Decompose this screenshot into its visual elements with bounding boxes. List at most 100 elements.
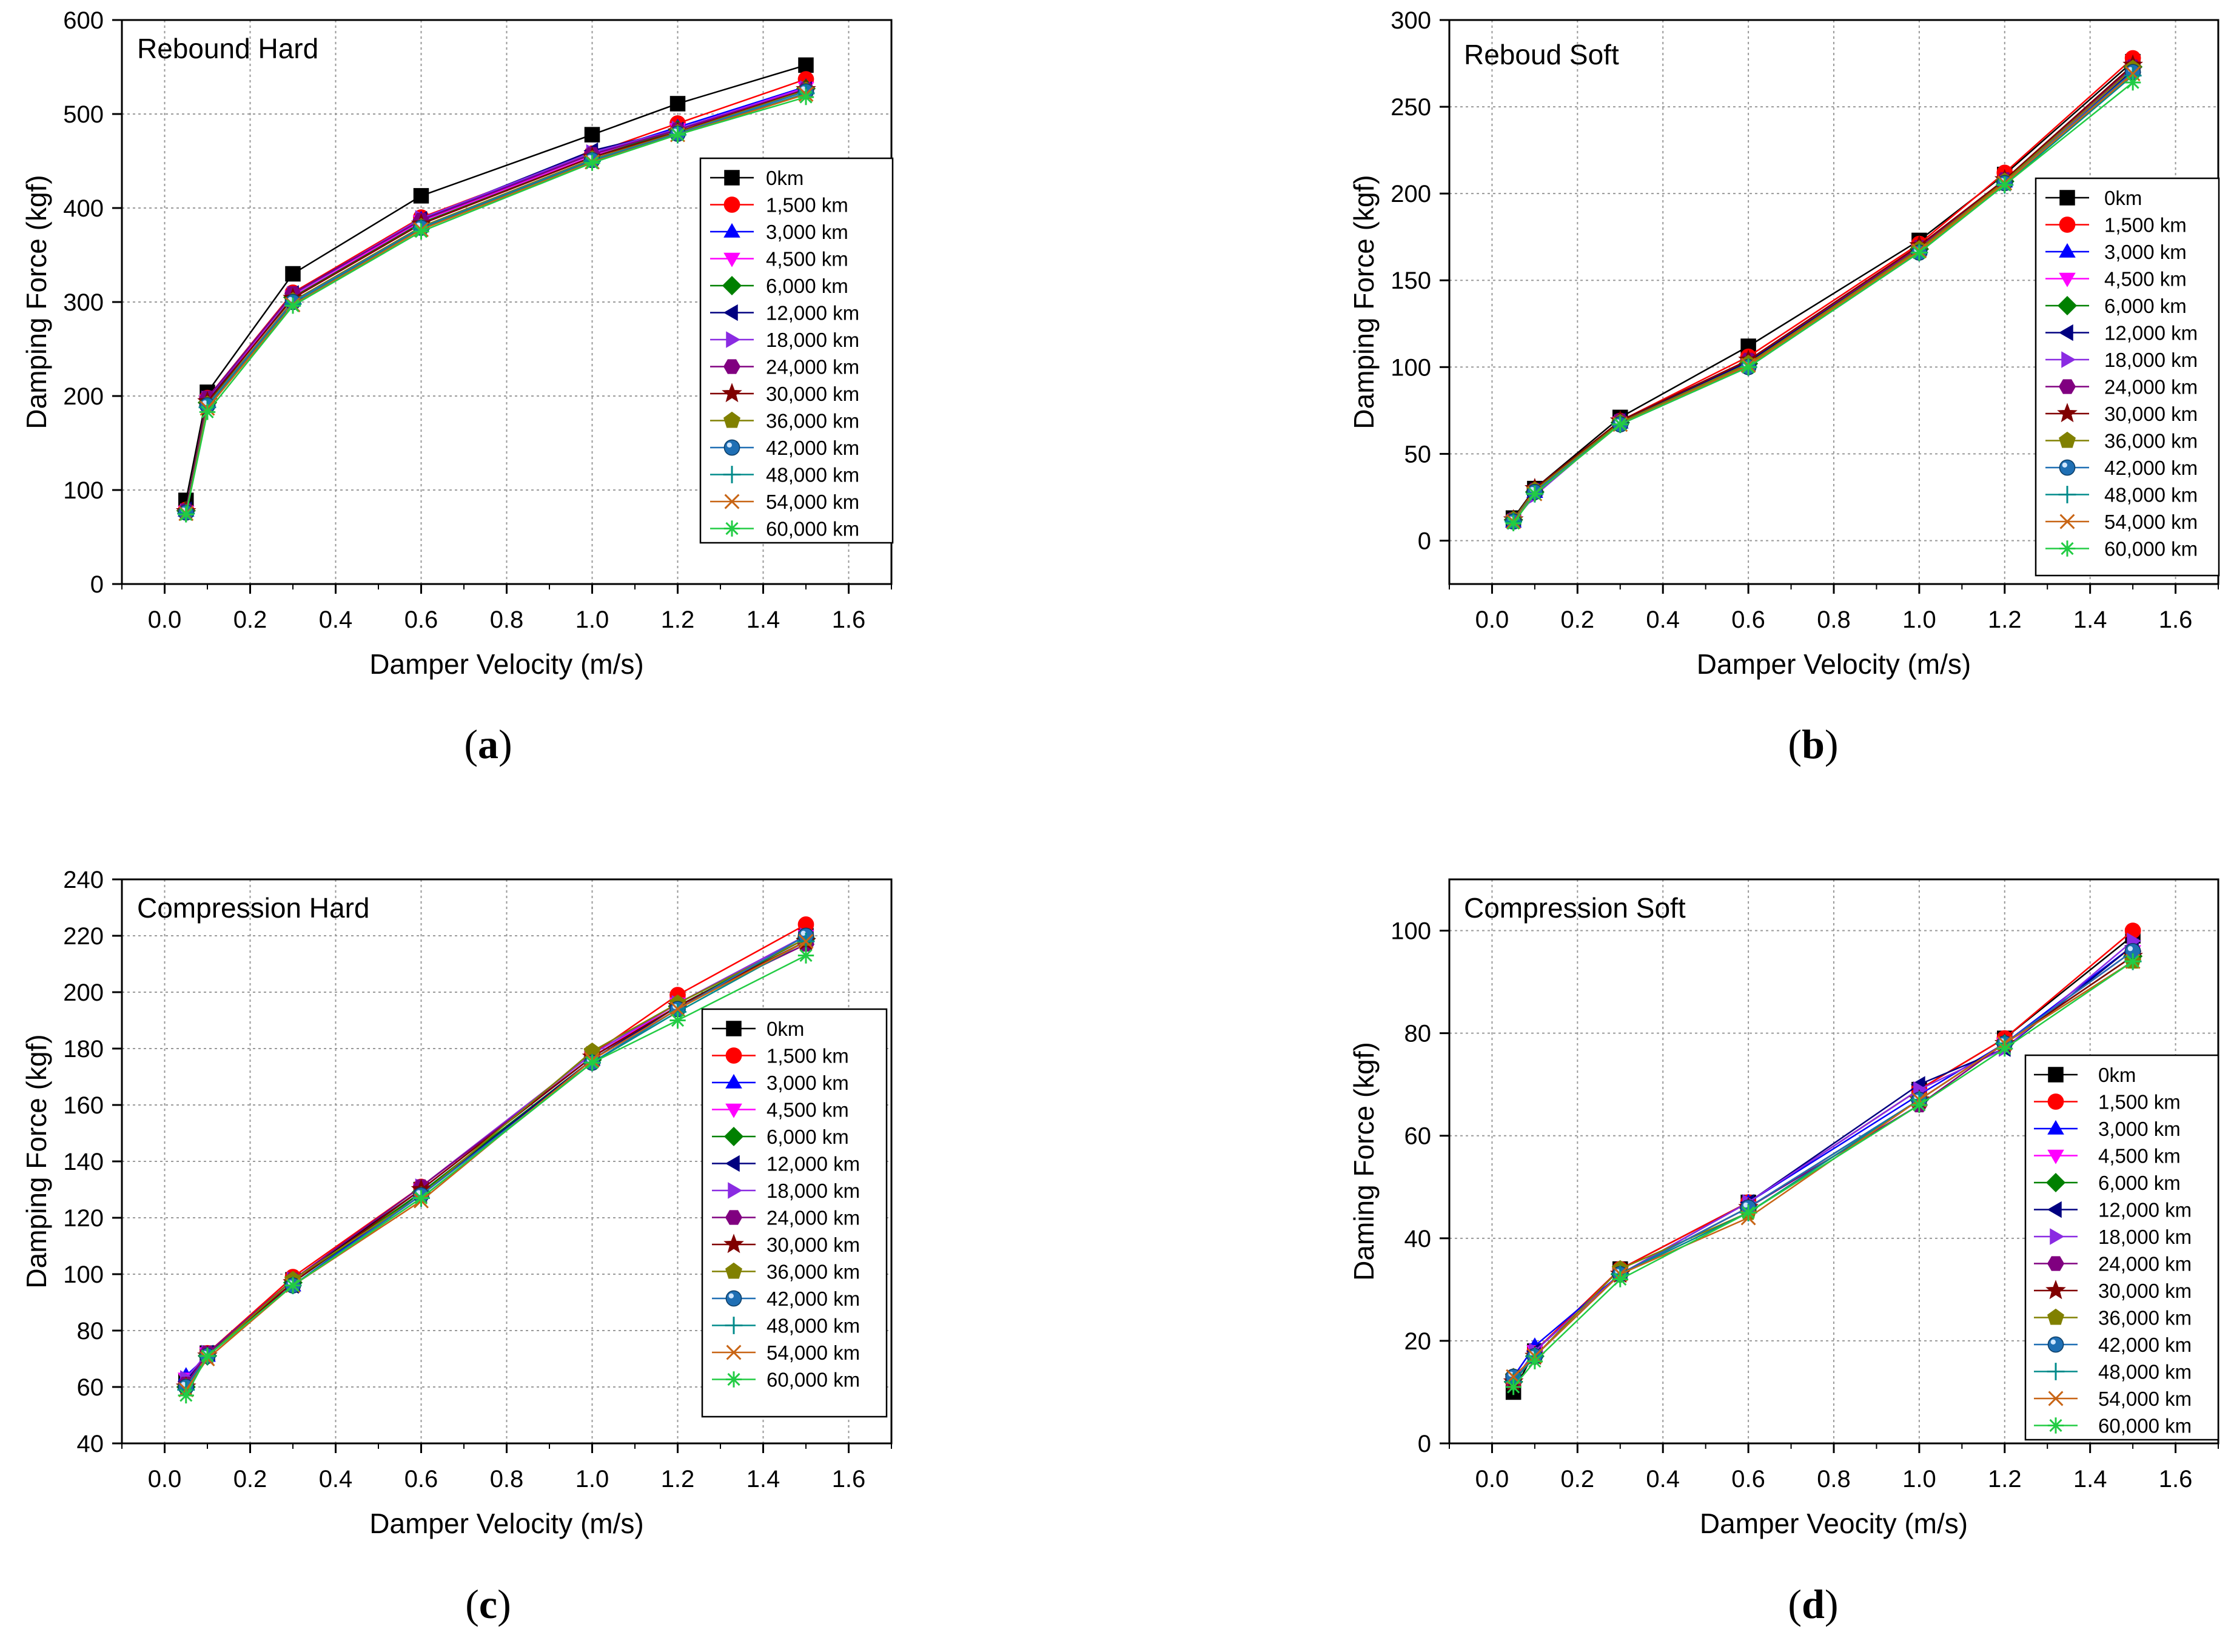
legend-label: 24,000 km	[766, 356, 859, 378]
legend-marker	[2045, 1172, 2066, 1193]
data-point	[199, 404, 216, 420]
legend-marker	[2059, 459, 2076, 476]
data-point	[1612, 1271, 1628, 1288]
legend-marker	[2047, 1149, 2064, 1164]
chart-title: Compression Hard	[137, 892, 369, 924]
data-point	[1911, 244, 1928, 261]
legend-label: 36,000 km	[2098, 1307, 2192, 1329]
legend-label: 0km	[2104, 187, 2142, 209]
legend-marker	[723, 252, 740, 267]
legend-label: 60,000 km	[2104, 538, 2198, 560]
x-tick-label: 0.6	[404, 1466, 438, 1493]
data-point-highlight	[2127, 945, 2133, 952]
y-tick-label: 80	[77, 1318, 104, 1345]
series-13	[1505, 74, 2141, 532]
legend-label: 42,000 km	[2098, 1334, 2192, 1356]
x-tick-label: 1.2	[661, 1466, 695, 1493]
legend-marker	[725, 1262, 742, 1279]
legend-marker	[726, 331, 741, 348]
x-axis-label: Damper Velocity (m/s)	[369, 1508, 643, 1539]
legend-marker-highlight	[726, 442, 733, 448]
x-tick-label: 1.2	[1988, 1466, 2022, 1493]
y-tick-label: 20	[1404, 1328, 1432, 1355]
x-tick-label: 1.6	[2159, 606, 2193, 633]
legend-marker	[724, 170, 740, 186]
data-point	[199, 1348, 216, 1365]
legend-marker	[2047, 1336, 2064, 1353]
legend: 0km 1,500 km 3,000 km 4,500 km 6,000 km 12,00…	[701, 1008, 888, 1418]
y-tick-label: 120	[63, 1205, 104, 1232]
legend-marker	[726, 1021, 742, 1036]
legend-label: 18,000 km	[2098, 1226, 2192, 1248]
legend-label: 1,500 km	[2104, 214, 2187, 237]
legend-marker	[2061, 351, 2076, 368]
legend-marker	[2058, 379, 2076, 394]
data-point	[413, 223, 429, 240]
legend-marker	[2050, 1228, 2065, 1245]
y-tick-label: 200	[63, 979, 104, 1006]
legend-marker-highlight	[2062, 462, 2067, 468]
series-13	[178, 947, 814, 1404]
legend-label: 6,000 km	[2098, 1172, 2181, 1194]
legend-marker	[722, 383, 742, 403]
x-tick-label: 1.6	[2159, 1466, 2193, 1493]
panel-label: (a)	[464, 721, 512, 767]
x-tick-label: 0.6	[1731, 1466, 1765, 1493]
legend-label: 24,000 km	[2098, 1253, 2192, 1275]
data-point-highlight	[1743, 1202, 1749, 1208]
legend-marker	[2059, 190, 2075, 206]
x-tick-label: 1.0	[575, 606, 609, 633]
y-tick-label: 100	[1391, 918, 1431, 945]
data-point	[413, 1190, 429, 1206]
y-tick-label: 40	[1404, 1226, 1432, 1252]
x-tick-label: 1.0	[1902, 1466, 1936, 1493]
legend-label: 3,000 km	[766, 221, 848, 243]
legend-marker	[2059, 431, 2076, 448]
legend-label: 30,000 km	[2104, 403, 2198, 425]
x-tick-label: 0.2	[1561, 1466, 1595, 1493]
legend-label: 1,500 km	[767, 1045, 849, 1067]
y-tick-label: 100	[63, 477, 104, 504]
x-tick-label: 1.0	[1902, 606, 1936, 633]
legend-marker	[723, 1234, 744, 1254]
legend-label: 18,000 km	[766, 329, 859, 351]
legend-marker	[2047, 1308, 2064, 1325]
x-tick-label: 0.0	[1475, 1466, 1509, 1493]
legend-marker	[2045, 1280, 2066, 1300]
x-tick-label: 0.0	[148, 606, 182, 633]
chart-title: Reboud Soft	[1464, 39, 1619, 70]
chart-panel-d: 0.0 0.2 0.4 0.6 0.8 1.0 1.2 1.4 1.6 0 20 40 60 80 100 D…	[1348, 878, 2219, 1627]
y-tick-label: 160	[63, 1092, 104, 1119]
legend-marker	[723, 223, 740, 238]
legend-label: 42,000 km	[2104, 457, 2198, 479]
x-tick-label: 0.0	[1475, 606, 1509, 633]
data-point	[1505, 1378, 1521, 1395]
y-tick-label: 0	[1418, 1431, 1431, 1457]
x-tick-label: 0.6	[1731, 606, 1765, 633]
y-tick-label: 80	[1404, 1021, 1432, 1047]
legend-label: 4,500 km	[2098, 1145, 2181, 1167]
x-tick-label: 0.4	[319, 1466, 353, 1493]
y-tick-label: 250	[1391, 94, 1431, 121]
legend-marker	[722, 275, 742, 296]
legend-label: 12,000 km	[2098, 1199, 2192, 1221]
data-point	[2124, 953, 2141, 970]
legend-label: 18,000 km	[767, 1180, 860, 1202]
legend-label: 48,000 km	[767, 1315, 860, 1337]
legend-label: 18,000 km	[2104, 349, 2198, 371]
legend-marker	[2059, 217, 2076, 233]
legend-label: 54,000 km	[2104, 511, 2198, 533]
legend-label: 1,500 km	[766, 194, 848, 217]
legend-label: 54,000 km	[766, 491, 859, 513]
data-point	[1740, 359, 1757, 375]
data-point	[584, 155, 600, 171]
x-tick-label: 1.6	[832, 606, 866, 633]
x-tick-label: 1.4	[2073, 606, 2107, 633]
legend: 0km 1,500 km 3,000 km 4,500 km 6,000 km 12,00…	[2035, 177, 2220, 577]
legend-label: 0km	[766, 167, 803, 189]
chart-title: Compression Soft	[1464, 892, 1686, 924]
legend-label: 60,000 km	[2098, 1415, 2192, 1437]
legend-marker	[2047, 1093, 2064, 1110]
legend-marker	[723, 196, 740, 213]
y-tick-label: 100	[1391, 354, 1431, 381]
